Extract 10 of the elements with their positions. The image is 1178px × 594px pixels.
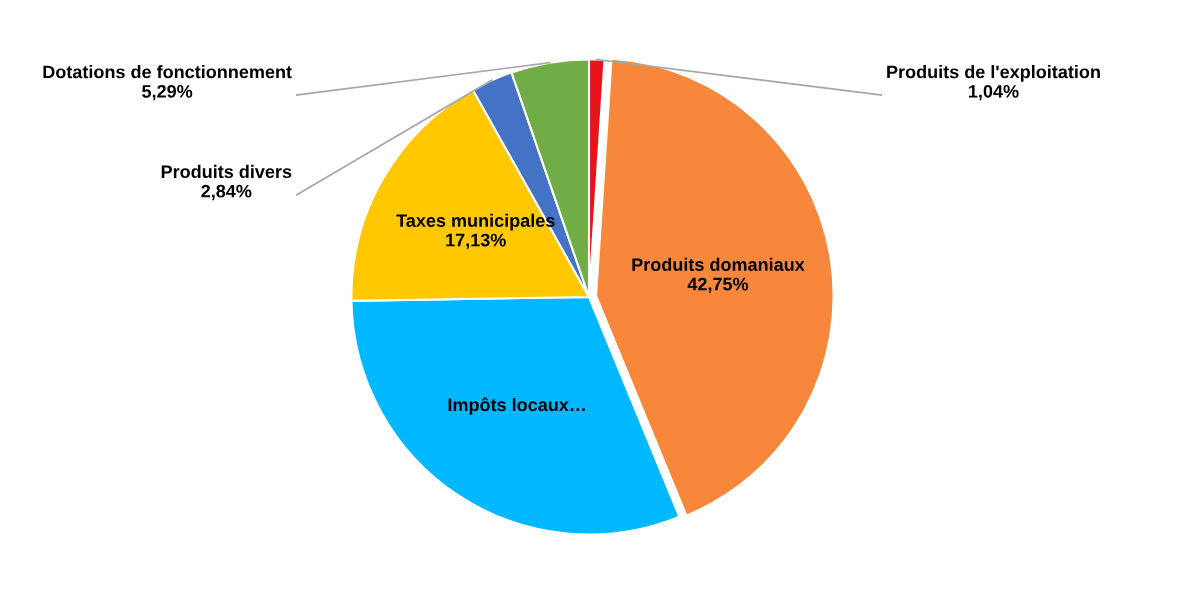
slice-label: Produits domaniaux [632,257,805,271]
slice-label: Produits de l'exploitation [887,65,1100,82]
data-label: 2,84% [201,184,252,201]
data-label: 17,13% [446,233,506,250]
data-label: 5,29% [142,84,193,101]
slice-label: Dotations de fonctionnement [43,65,292,79]
data-label: 42,75% [687,277,749,294]
data-label: 1,04% [969,84,1019,101]
slice-label: Produits divers [161,164,292,179]
slice-label: Impôts locaux… [448,397,585,415]
